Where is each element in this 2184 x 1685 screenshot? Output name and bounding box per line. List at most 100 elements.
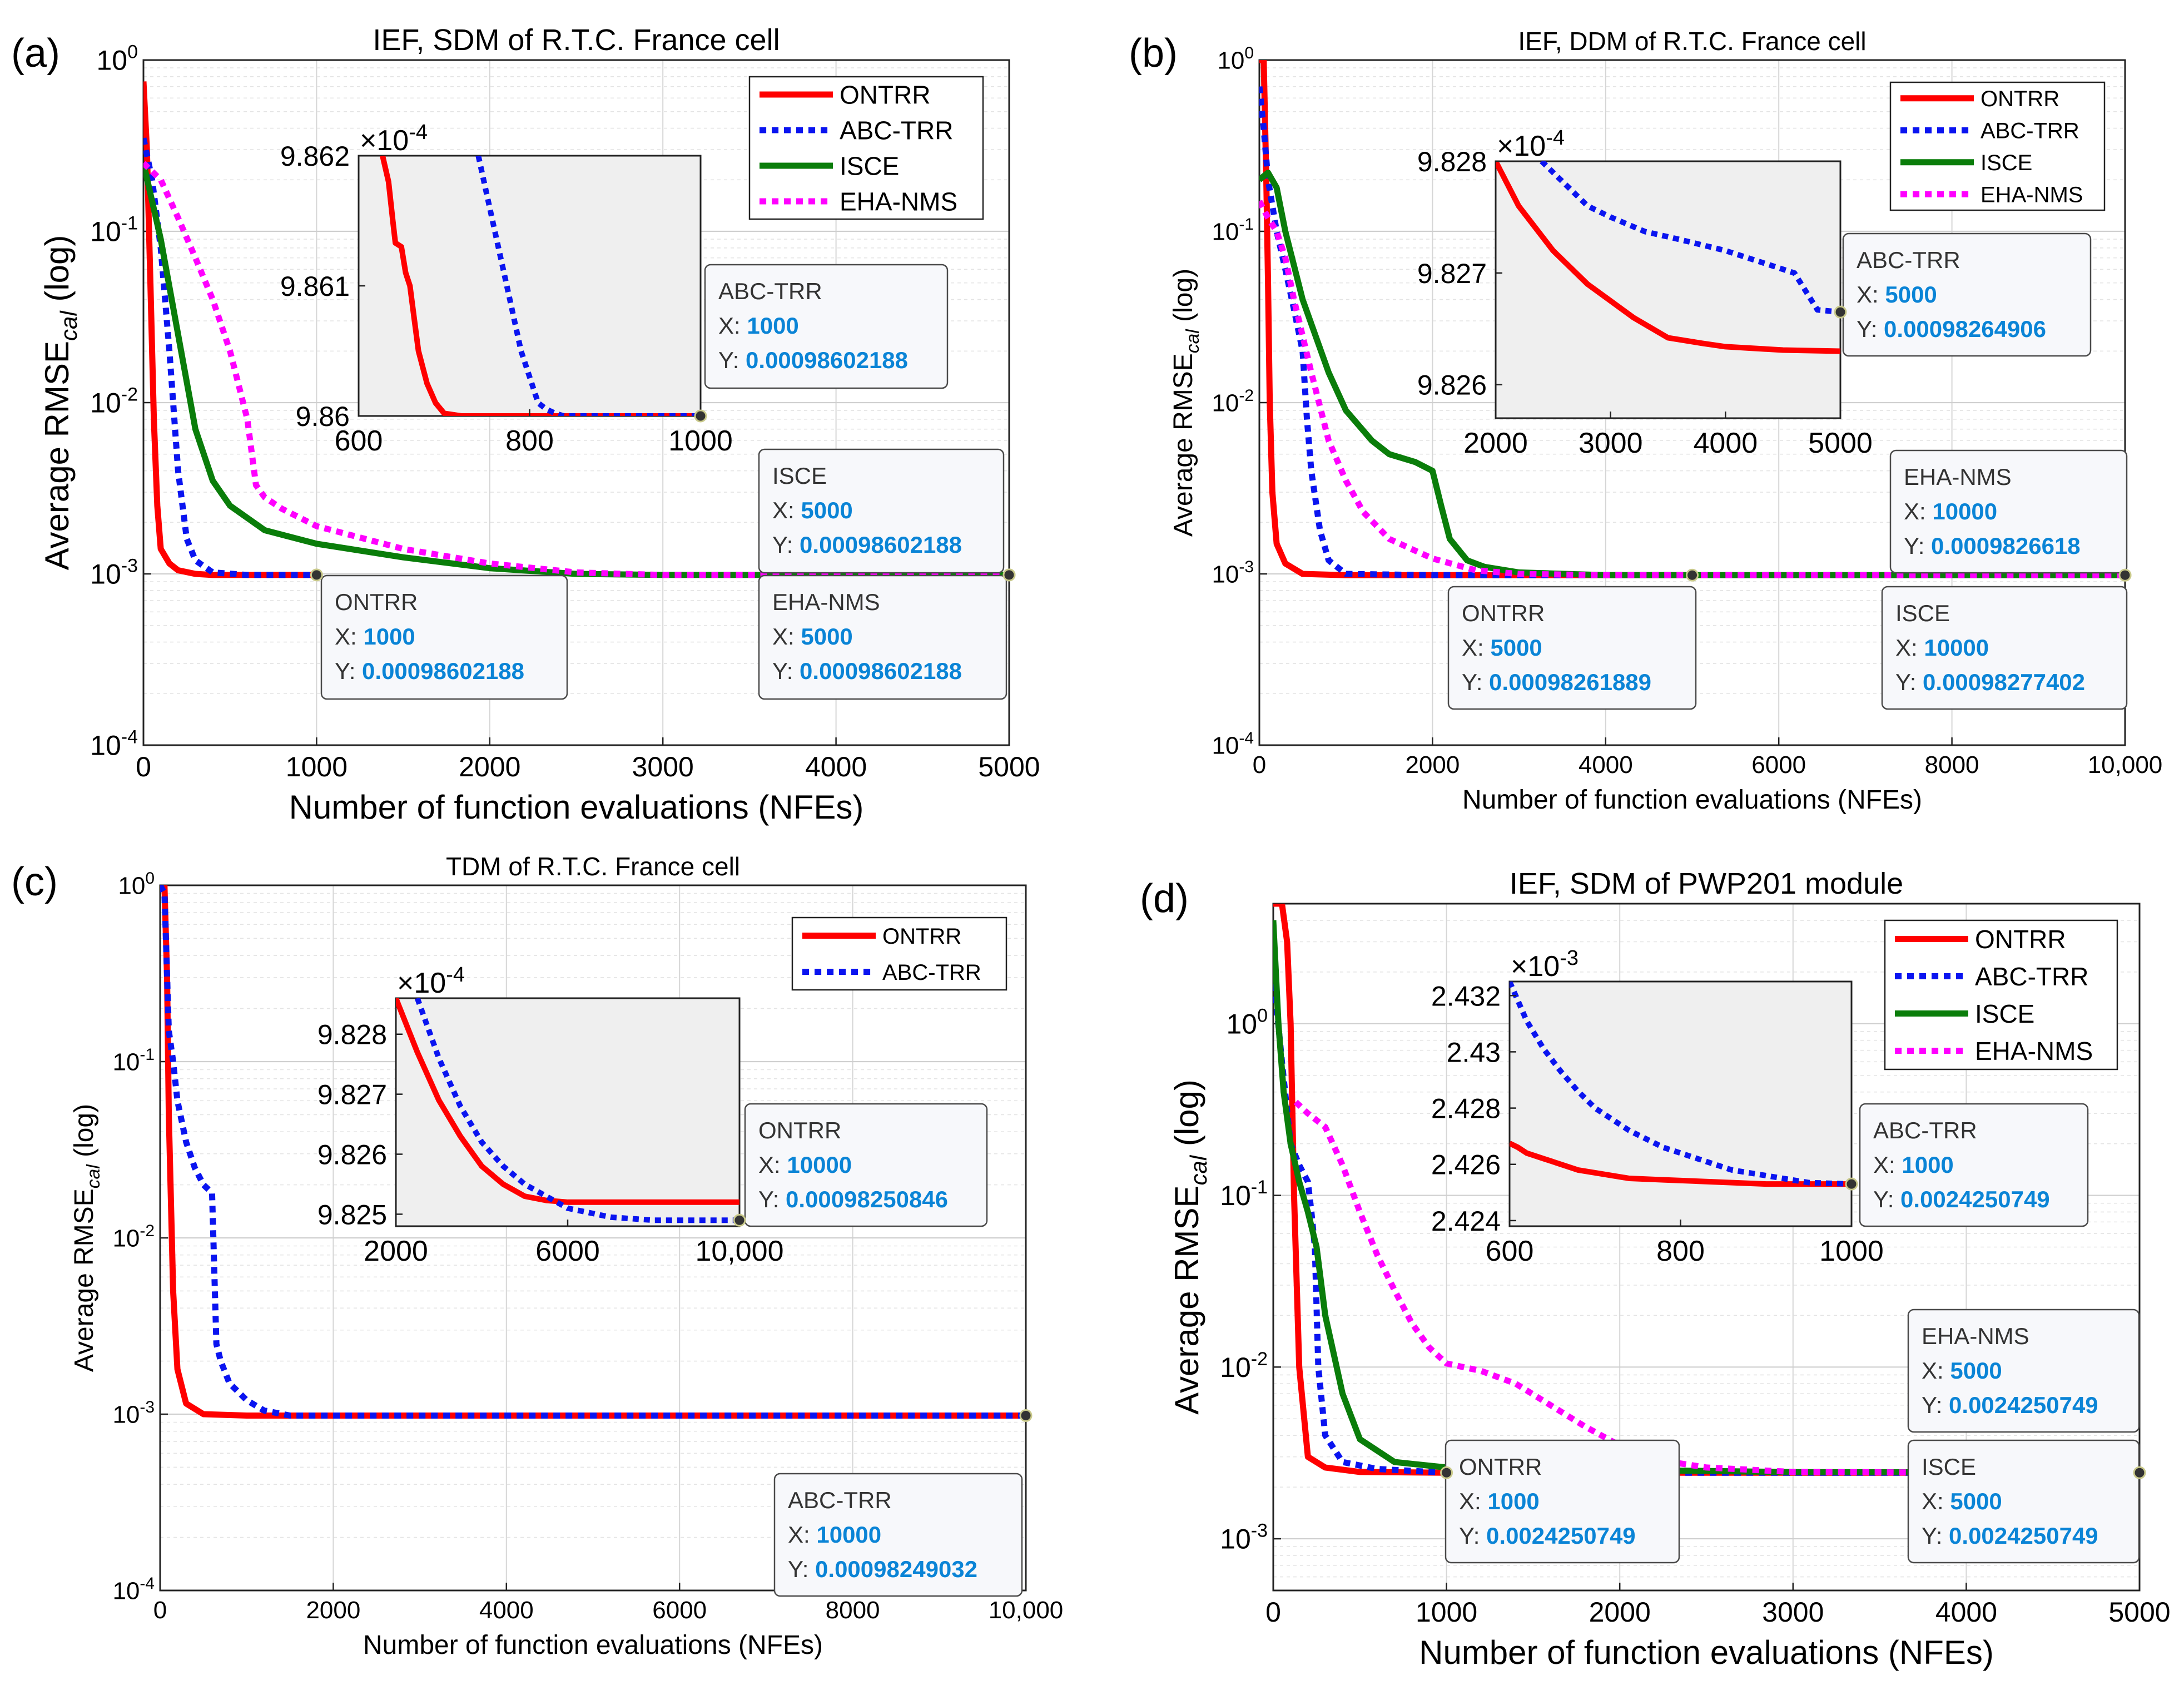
datatip-eha-nms: EHA-NMS X: 5000 Y: 0.0024250749: [1907, 1309, 2146, 1479]
inset-series-group: [380, 156, 701, 416]
datatip-box: [320, 574, 568, 700]
datatip-marker: [310, 568, 323, 582]
datatip-x: X: 10000: [1895, 635, 1989, 661]
datatip-abc-trr: ABC-TRR X: 5000 Y: 0.00098264906: [1834, 232, 2092, 357]
x-tick-label: 0: [1265, 1597, 1281, 1628]
x-axis-label: Number of function evaluations (NFEs): [363, 1631, 823, 1660]
chart-title: IEF, SDM of R.T.C. France cell: [373, 23, 780, 57]
panel-label: (a): [11, 31, 60, 76]
x-tick-label: 4000: [479, 1597, 534, 1624]
datatip-eha-nms: EHA-NMS X: 5000 Y: 0.00098602188: [758, 568, 1016, 700]
series-line-eha-nms: [143, 161, 1009, 578]
x-tick-label: 0: [136, 751, 151, 782]
legend-label-eha-nms: EHA-NMS: [840, 187, 957, 216]
inset-x-tick-label: 600: [1486, 1235, 1534, 1267]
datatip-marker: [1834, 305, 1847, 319]
datatip-x: X: 5000: [1922, 1357, 2002, 1384]
legend-label-isce: ISCE: [1975, 999, 2034, 1028]
inset-x-tick-label: 800: [1656, 1235, 1705, 1267]
chart-panel-d: (d) IEF, SDM of PWP201 module 0 1000 2000 300…: [1140, 867, 2171, 1671]
y-axis-label: Average RMSEcal (log): [1168, 1079, 1212, 1415]
legend-label-isce: ISCE: [840, 152, 899, 181]
inset-x-tick-label: 800: [505, 425, 554, 457]
datatip-x: X: 5000: [1922, 1488, 2002, 1514]
inset-y-tick-label: 2.428: [1431, 1093, 1501, 1124]
inset-zoom: 600 800 1000 9.86 9.861 9.862 ×10-4: [280, 121, 733, 457]
inset-zoom: 2000 3000 4000 5000 9.826 9.827 9.828 ×10-4: [1417, 126, 1873, 459]
x-tick-label: 10,000: [989, 1597, 1064, 1624]
datatip-eha-nms: EHA-NMS X: 10000 Y: 0.0009826618: [1889, 449, 2132, 582]
inset-y-tick-label: 9.825: [317, 1199, 387, 1230]
x-tick-label: 2000: [1405, 751, 1460, 779]
plot-area-frame: [1272, 903, 2141, 1592]
y-tick-label: 10-1: [90, 213, 138, 247]
inset-x-tick-label: 5000: [1808, 427, 1873, 459]
legend-frame: [748, 76, 984, 220]
series-line-abc-trr: [160, 885, 1026, 1419]
datatip-x: X: 10000: [1904, 498, 1997, 524]
datatip-y: Y: 0.0009826618: [1904, 533, 2081, 559]
x-tick-label: 5000: [2108, 1597, 2170, 1628]
datatip-abc-trr: ABC-TRR X: 10000 Y: 0.00098249032: [773, 1409, 1033, 1597]
series-group: [160, 885, 1026, 1419]
datatip-marker: [733, 1213, 746, 1227]
datatip-box: [1859, 1103, 2089, 1227]
datatip-box: [744, 1103, 988, 1227]
datatip-name: ISCE: [1895, 600, 1950, 626]
datatip-name: ABC-TRR: [788, 1487, 892, 1513]
x-tick-label: 0: [153, 1597, 167, 1624]
y-tick-label: 10-1: [1212, 215, 1254, 245]
legend-frame: [1889, 81, 2106, 211]
datatip-isce: ISCE X: 5000 Y: 0.0024250749: [1907, 1439, 2146, 1564]
datatip-name: ONTRR: [335, 589, 418, 615]
datatip-marker: [1019, 1409, 1033, 1423]
inset-exponent-label: ×10-3: [1511, 946, 1579, 983]
datatip-box: [704, 264, 949, 389]
datatip-y: Y: 0.00098602188: [772, 658, 962, 684]
datatip-y: Y: 0.00098277402: [1895, 669, 2085, 695]
inset-y-tick-label: 9.826: [317, 1139, 387, 1171]
legend-label-abc-trr: ABC-TRR: [1975, 962, 2088, 991]
inset-x-tick-label: 4000: [1693, 427, 1758, 459]
datatip-name: ONTRR: [758, 1117, 841, 1143]
datatip-y: Y: 0.0024250749: [1459, 1523, 1636, 1549]
inset-y-tick-label: 2.424: [1431, 1206, 1501, 1237]
datatip-ontrr: ONTRR X: 5000 Y: 0.00098261889: [1447, 568, 1699, 710]
inset-series-line-ontrr: [1510, 1141, 1852, 1187]
datatip-y: Y: 0.00098249032: [788, 1556, 977, 1582]
inset-exponent-label: ×10-4: [1497, 126, 1565, 162]
inset-series-group: [1496, 161, 1840, 354]
legend-label-abc-trr: ABC-TRR: [840, 116, 953, 145]
inset-y-tick-label: 9.828: [317, 1019, 387, 1050]
inset-series-line-ontrr: [1496, 161, 1840, 354]
inset-x-tick-label: 6000: [535, 1235, 600, 1267]
inset-frame: [395, 997, 741, 1227]
y-tick-label: 10-1: [1220, 1177, 1268, 1211]
y-tick-label: 10-2: [90, 384, 138, 419]
y-tick-label: 10-3: [112, 1398, 155, 1428]
datatip-name: ABC-TRR: [1857, 247, 1960, 273]
datatip-ontrr: ONTRR X: 10000 Y: 0.00098250846: [733, 1103, 988, 1227]
inset-y-tick-label: 9.827: [317, 1079, 387, 1111]
datatip-x: X: 1000: [335, 623, 415, 650]
legend-frame: [1884, 919, 2118, 1071]
inset-x-tick-label: 2000: [1463, 427, 1528, 459]
series-group: [143, 81, 1009, 578]
datatip-name: EHA-NMS: [772, 589, 880, 615]
datatip-name: ISCE: [772, 463, 827, 489]
legend-label-ontrr: ONTRR: [1975, 925, 2066, 954]
datatip-name: ABC-TRR: [718, 278, 822, 304]
datatip-y: Y: 0.0024250749: [1922, 1392, 2098, 1418]
datatip-abc-trr: ABC-TRR X: 1000 Y: 0.00098602188: [694, 264, 949, 423]
series-line-ontrr: [160, 885, 1026, 1419]
x-tick-label: 10,000: [2088, 751, 2163, 779]
datatip-x: X: 5000: [1462, 635, 1542, 661]
y-tick-label: 10-4: [90, 727, 138, 761]
datatip-name: EHA-NMS: [1922, 1323, 2029, 1349]
x-tick-label: 8000: [826, 1597, 880, 1624]
datatip-box: [1445, 1439, 1680, 1564]
x-tick-label: 2000: [459, 751, 520, 782]
datatip-y: Y: 0.00098250846: [758, 1186, 948, 1212]
datatip-x: X: 10000: [758, 1152, 852, 1178]
